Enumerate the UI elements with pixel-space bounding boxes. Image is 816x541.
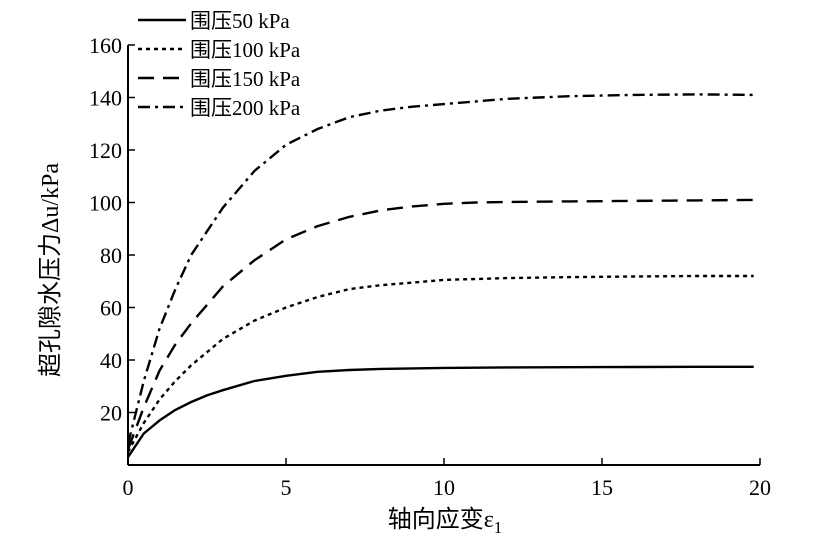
x-tick-label: 0 bbox=[123, 475, 134, 500]
y-tick-label: 140 bbox=[89, 86, 122, 111]
y-tick-label: 40 bbox=[100, 348, 122, 373]
x-tick-label: 5 bbox=[281, 475, 292, 500]
y-tick-label: 80 bbox=[100, 243, 122, 268]
plot-lines bbox=[126, 93, 754, 458]
y-axis-title: 超孔隙水压力Δu/kPa bbox=[37, 163, 64, 377]
x-tick-label: 15 bbox=[591, 475, 613, 500]
legend: 围压50 kPa 围压100 kPa 围压150 kPa 围压200 kPa bbox=[138, 9, 301, 120]
ticks: 0 5 10 15 20 20 40 60 80 100 120 140 160 bbox=[89, 33, 771, 500]
y-tick-label: 100 bbox=[89, 191, 122, 216]
legend-label-2: 围压100 kPa bbox=[190, 38, 301, 62]
series-line-4 bbox=[126, 93, 754, 445]
x-tick-label: 10 bbox=[433, 475, 455, 500]
x-tick-label: 20 bbox=[749, 475, 771, 500]
series-line-2 bbox=[126, 274, 754, 453]
legend-label-1: 围压50 kPa bbox=[190, 9, 290, 33]
legend-label-4: 围压200 kPa bbox=[190, 96, 301, 120]
series-line-1 bbox=[127, 365, 754, 458]
y-tick-label: 20 bbox=[100, 401, 122, 426]
x-axis-title: 轴向应变ε1 bbox=[388, 506, 503, 537]
legend-label-3: 围压150 kPa bbox=[190, 67, 301, 91]
y-tick-label: 60 bbox=[100, 296, 122, 321]
y-tick-label: 160 bbox=[89, 33, 122, 58]
series-line-3 bbox=[126, 198, 754, 450]
y-tick-label: 120 bbox=[89, 138, 122, 163]
